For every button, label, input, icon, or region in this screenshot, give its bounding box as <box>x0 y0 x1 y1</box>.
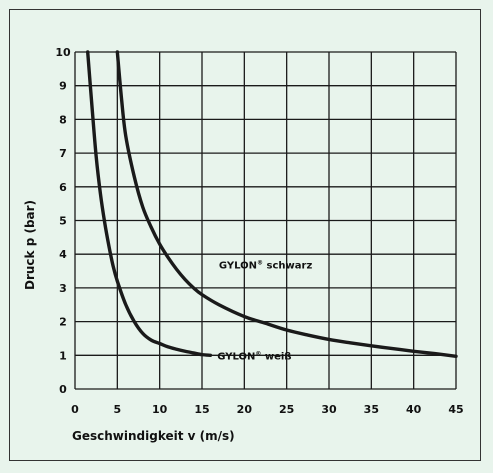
y-tick-label: 10 <box>55 46 71 59</box>
chart-frame <box>9 9 481 461</box>
x-tick-label: 35 <box>364 403 379 416</box>
series-label-gylon-schwarz: GYLON® schwarz <box>219 259 313 271</box>
x-tick-label: 0 <box>71 403 79 416</box>
x-axis-label: Geschwindigkeit v (m/s) <box>72 429 235 443</box>
grid <box>74 51 457 390</box>
x-tick-label: 20 <box>237 403 253 416</box>
y-tick-label: 4 <box>59 248 67 261</box>
x-tick-label: 40 <box>406 403 422 416</box>
x-tick-label: 25 <box>279 403 294 416</box>
x-axis-ticks: 0 5 10 15 20 25 30 35 40 45 <box>71 403 463 416</box>
x-tick-label: 10 <box>152 403 168 416</box>
series-label-gylon-weiss: GYLON® weiß <box>217 350 291 362</box>
series-lines <box>86 50 458 359</box>
x-tick-label: 15 <box>194 403 209 416</box>
y-axis-ticks: 0 1 2 3 4 5 6 7 8 9 10 <box>55 46 71 396</box>
y-tick-label: 7 <box>59 147 67 160</box>
y-tick-label: 9 <box>59 80 67 93</box>
y-tick-label: 5 <box>59 215 67 228</box>
x-tick-label: 30 <box>321 403 337 416</box>
y-tick-label: 6 <box>59 181 67 194</box>
x-tick-label: 5 <box>114 403 122 416</box>
y-axis-label: Druck p (bar) <box>23 200 37 290</box>
y-tick-label: 8 <box>59 113 67 126</box>
y-tick-label: 2 <box>59 316 67 329</box>
y-tick-label: 0 <box>59 383 67 396</box>
series-line <box>86 50 213 357</box>
y-tick-label: 1 <box>59 349 67 362</box>
series-line <box>115 50 458 359</box>
y-tick-label: 3 <box>59 282 67 295</box>
x-tick-label: 45 <box>448 403 463 416</box>
